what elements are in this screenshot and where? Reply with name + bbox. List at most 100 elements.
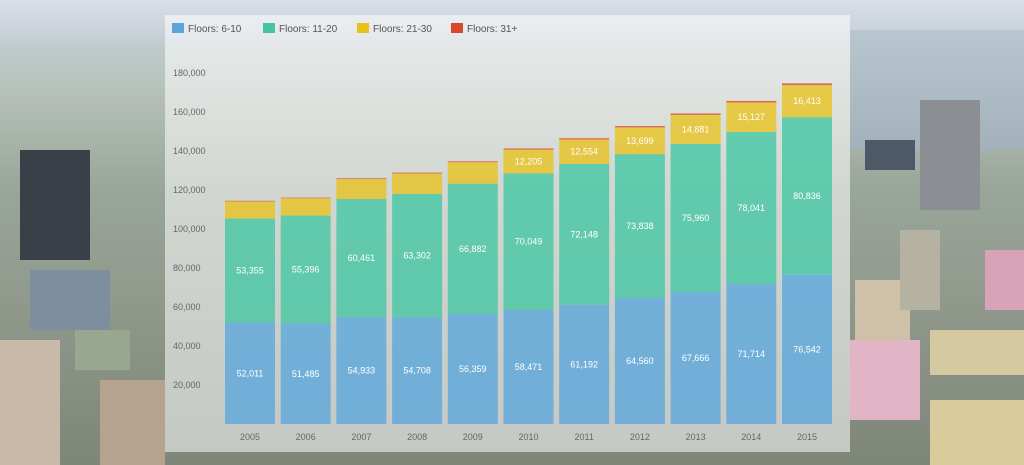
y-tick-label: 120,000 xyxy=(173,185,206,195)
y-tick-label: 100,000 xyxy=(173,224,206,234)
data-label: 76,542 xyxy=(793,344,821,354)
bar-segment xyxy=(392,317,443,424)
data-label: 71,714 xyxy=(738,349,766,359)
bar-segment xyxy=(280,215,331,324)
building xyxy=(850,340,920,420)
bar-segment xyxy=(726,284,777,424)
x-tick-label: 2005 xyxy=(240,432,260,442)
y-tick-label: 180,000 xyxy=(173,68,206,78)
bar-segment xyxy=(392,193,443,318)
building xyxy=(20,150,90,260)
building xyxy=(985,250,1024,310)
bar-segment xyxy=(225,218,275,323)
data-label: 72,148 xyxy=(570,229,598,239)
bar-segment xyxy=(670,113,721,115)
data-label: 60,461 xyxy=(348,253,376,263)
bar-segment xyxy=(614,298,665,424)
bar-segment xyxy=(503,173,554,310)
bar-segment xyxy=(559,304,610,424)
data-label: 55,396 xyxy=(292,265,320,275)
bar-segment xyxy=(447,314,498,424)
building xyxy=(75,330,130,370)
legend-label: Floors: 31+ xyxy=(467,24,517,35)
x-tick-label: 2006 xyxy=(296,432,316,442)
bar-segment xyxy=(559,163,610,305)
building xyxy=(100,380,165,465)
data-label: 54,708 xyxy=(403,366,431,376)
bar-segment xyxy=(280,323,331,424)
bar-segment xyxy=(670,292,721,424)
data-label: 56,359 xyxy=(459,364,487,374)
bar-segment xyxy=(280,198,331,216)
data-label: 61,192 xyxy=(570,359,598,369)
legend-swatch xyxy=(357,23,369,33)
legend-swatch xyxy=(172,23,184,33)
data-label: 75,960 xyxy=(682,213,710,223)
data-label: 53,355 xyxy=(236,266,264,276)
bar-segment xyxy=(392,173,443,194)
x-tick-label: 2008 xyxy=(407,432,427,442)
x-tick-label: 2007 xyxy=(351,432,371,442)
building xyxy=(930,330,1024,375)
bar-segment xyxy=(726,100,777,103)
data-label: 80,836 xyxy=(793,191,821,201)
x-tick-label: 2014 xyxy=(741,432,761,442)
bar-segment xyxy=(614,126,665,128)
data-label: 14,881 xyxy=(682,124,710,134)
y-tick-label: 80,000 xyxy=(173,263,201,273)
data-label: 78,041 xyxy=(738,203,766,213)
bar-segment xyxy=(726,102,777,132)
legend-label: Floors: 21-30 xyxy=(373,24,432,35)
data-label: 58,471 xyxy=(515,362,543,372)
data-label: 15,127 xyxy=(738,112,766,122)
building xyxy=(865,140,915,170)
bar-segment xyxy=(225,200,275,202)
bar-segment xyxy=(336,179,387,199)
bar-segment xyxy=(447,161,498,163)
bar-segment xyxy=(225,322,275,424)
bar-segment xyxy=(670,114,721,144)
y-tick-label: 40,000 xyxy=(173,341,201,351)
bar-segment xyxy=(336,198,387,317)
data-label: 54,933 xyxy=(348,365,376,375)
bar-segment xyxy=(670,143,721,293)
building xyxy=(0,340,60,465)
bar-segment xyxy=(503,149,554,174)
bar-segment xyxy=(280,197,331,199)
bar-segment xyxy=(726,131,777,285)
data-label: 12,205 xyxy=(515,156,543,166)
bar-segment xyxy=(614,127,665,155)
building xyxy=(920,100,980,210)
y-tick-label: 140,000 xyxy=(173,146,206,156)
bar-segment xyxy=(503,309,554,424)
x-tick-label: 2015 xyxy=(797,432,817,442)
building xyxy=(900,230,940,310)
bar-segment xyxy=(336,178,387,180)
bar-segment xyxy=(782,85,832,118)
bar-segment xyxy=(392,172,443,174)
legend-swatch xyxy=(263,23,275,33)
x-tick-label: 2012 xyxy=(630,432,650,442)
bar-segment xyxy=(447,162,498,184)
legend-swatch xyxy=(451,23,463,33)
bar-segment xyxy=(503,148,554,150)
bar-segment xyxy=(336,316,387,424)
y-axis: 20,000 40,000 60,000 80,000 100,000 120,000 14… xyxy=(173,68,206,390)
data-label: 12,554 xyxy=(570,147,598,157)
bar-segment xyxy=(782,83,832,86)
y-tick-label: 160,000 xyxy=(173,107,206,117)
bar-segment xyxy=(782,274,832,424)
data-label: 64,560 xyxy=(626,356,654,366)
building xyxy=(30,270,110,330)
bar-segment xyxy=(225,201,275,219)
y-tick-label: 60,000 xyxy=(173,302,201,312)
data-label: 73,838 xyxy=(626,221,654,231)
bar-segment xyxy=(614,154,665,299)
legend-label: Floors: 6-10 xyxy=(188,24,242,35)
bar-segment xyxy=(782,117,832,275)
data-label: 52,011 xyxy=(237,368,264,378)
bar-segment xyxy=(559,138,610,140)
x-tick-label: 2009 xyxy=(463,432,483,442)
data-label: 70,049 xyxy=(515,237,543,247)
building xyxy=(930,400,1024,465)
